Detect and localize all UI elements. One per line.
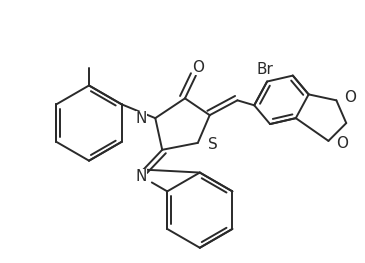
Text: O: O bbox=[337, 136, 348, 151]
Text: O: O bbox=[344, 90, 356, 105]
Text: N: N bbox=[136, 169, 147, 184]
Text: Br: Br bbox=[257, 62, 273, 77]
Text: S: S bbox=[208, 137, 218, 152]
Text: O: O bbox=[192, 60, 204, 75]
Text: N: N bbox=[136, 111, 147, 126]
